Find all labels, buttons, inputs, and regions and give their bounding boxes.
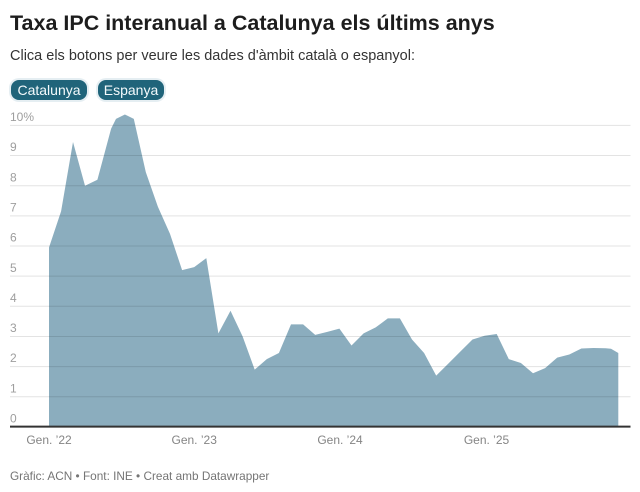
svg-text:10%: 10% <box>10 110 34 124</box>
svg-text:0: 0 <box>10 412 17 426</box>
svg-text:Gen. ’25: Gen. ’25 <box>464 433 510 447</box>
svg-text:4: 4 <box>10 291 17 305</box>
svg-text:3: 3 <box>10 321 17 335</box>
svg-text:8: 8 <box>10 170 17 184</box>
svg-text:6: 6 <box>10 231 17 245</box>
svg-text:Gen. ’23: Gen. ’23 <box>172 433 218 447</box>
svg-text:Gen. ’24: Gen. ’24 <box>317 433 363 447</box>
svg-text:1: 1 <box>10 381 17 395</box>
svg-text:2: 2 <box>10 351 17 365</box>
svg-text:9: 9 <box>10 140 17 154</box>
svg-text:Gen. ’22: Gen. ’22 <box>26 433 72 447</box>
svg-text:5: 5 <box>10 261 17 275</box>
svg-text:7: 7 <box>10 200 17 214</box>
